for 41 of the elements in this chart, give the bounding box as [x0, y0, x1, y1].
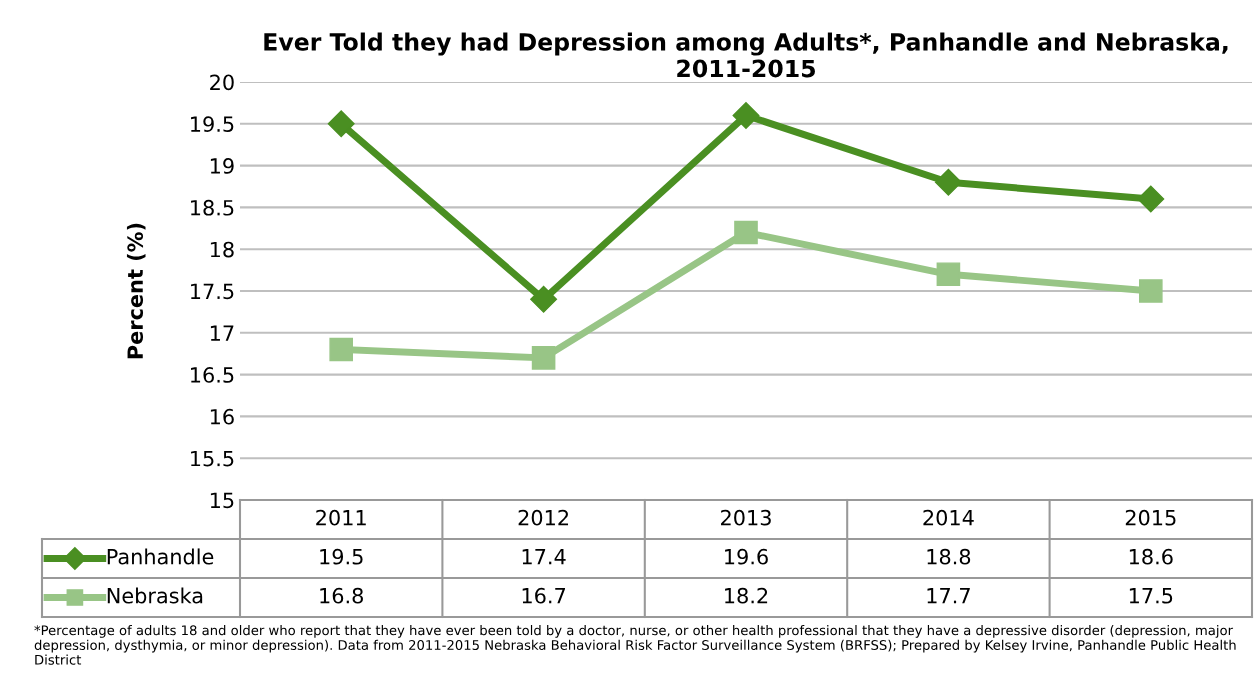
- y-tick-label: 18: [210, 241, 234, 258]
- legend-label: Nebraska: [107, 587, 203, 604]
- y-tick-label: 20: [210, 74, 234, 91]
- data-label: 18.2: [725, 587, 768, 604]
- y-tick-label: 19.5: [191, 116, 234, 133]
- x-tick-label: 2015: [1125, 509, 1176, 526]
- y-tick-label: 15: [210, 492, 234, 509]
- point: [936, 262, 961, 287]
- point: [1137, 185, 1165, 213]
- y-tick-label: 18.5: [191, 199, 234, 216]
- point: [734, 220, 758, 245]
- data-label: 17.7: [927, 588, 970, 604]
- y-tick-label: 16.5: [191, 367, 234, 383]
- y-tick-label: 19: [210, 158, 234, 174]
- x-tick-label: 2011: [316, 509, 366, 526]
- x-tick-label: 2013: [721, 509, 771, 526]
- data-label: 17.5: [1129, 588, 1173, 604]
- data-label: 18.8: [927, 548, 971, 565]
- y-tick-label: 16: [210, 408, 234, 425]
- y-tick-label: 15.5: [191, 450, 234, 467]
- y-tick-label: 17: [210, 325, 234, 341]
- point: [732, 101, 760, 129]
- y-tick-label: 17.5: [191, 283, 234, 300]
- point: [531, 346, 556, 370]
- point: [327, 110, 355, 138]
- y-axis-title: Percent (%): [126, 223, 146, 359]
- data-label: 16.8: [320, 587, 363, 604]
- point: [1138, 279, 1163, 303]
- data-label: 18.6: [1129, 548, 1173, 565]
- x-tick-label: 2012: [518, 509, 569, 526]
- point: [934, 168, 962, 196]
- legend-label: Panhandle: [107, 548, 214, 565]
- data-label: 19.6: [725, 548, 768, 565]
- data-label: 19.5: [320, 548, 363, 565]
- point: [530, 285, 558, 313]
- chart-title: Ever Told they had Depression among Adults*, Panhandle and Nebraska, 2011-2015: [264, 32, 1228, 78]
- text: *Percentage of adults 18 and older who report that they have ever been told by a doctor, nurse, or other health professional that they have a depressive disorder (depression, major depression, dysthymia, or minor depression). Data from 2011-2015 Nebraska Behavioral Risk Factor Surveillance System (BRFSS); Prepared by Kelsey Irvine, Panhandle Public Health District: [34, 625, 1236, 665]
- data-label: 17.4: [522, 549, 566, 565]
- x-tick-label: 2014: [923, 509, 974, 526]
- data-label: 16.7: [522, 587, 566, 604]
- point: [329, 337, 354, 362]
